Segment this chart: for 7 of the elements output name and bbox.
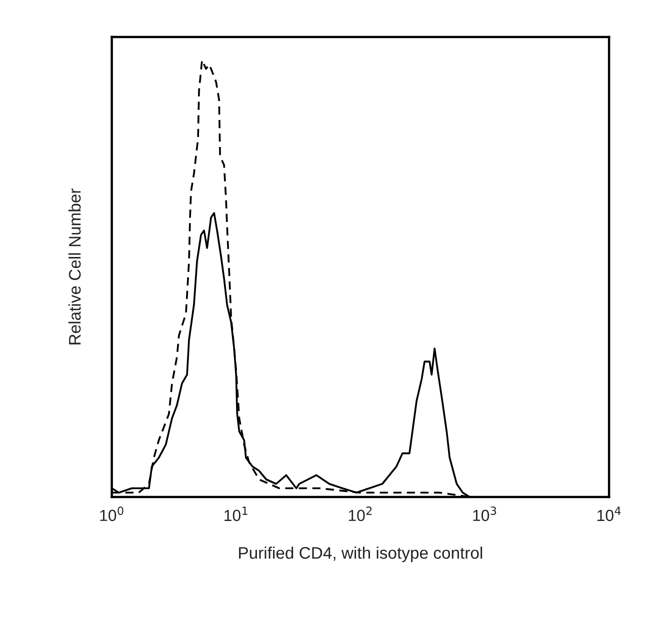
x-tick-label: 10$^{2}$ — [348, 506, 372, 522]
y-axis-title: Relative Cell Number — [68, 188, 81, 344]
x-tick-label: 10$^{4}$ — [597, 506, 621, 522]
x-tick-label: 10$^{3}$ — [473, 506, 496, 522]
x-tick-label: 10$^{0}$ — [100, 506, 124, 522]
x-tick-label: 10$^{1}$ — [224, 506, 248, 522]
x-axis-title: Purified CD4, with isotype control — [239, 546, 482, 562]
